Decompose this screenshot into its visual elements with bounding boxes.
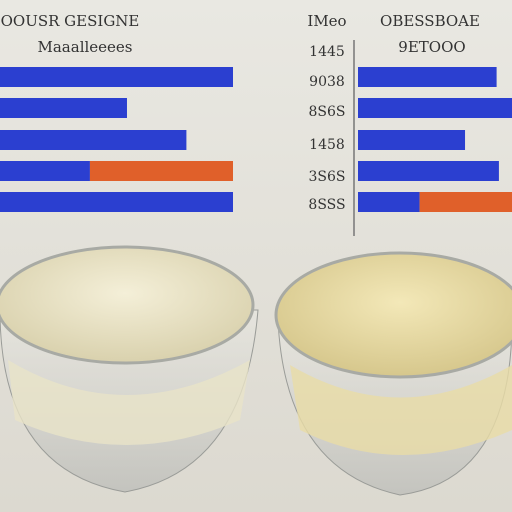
chart-subtitle: Maaalleeees bbox=[38, 38, 133, 56]
bar bbox=[0, 192, 233, 212]
row-label: 8SSS bbox=[308, 197, 345, 213]
chart-subtitle: 9ETOOO bbox=[398, 38, 465, 56]
row-label: 8S6S bbox=[309, 104, 346, 120]
bar bbox=[358, 67, 497, 87]
row-label: 1458 bbox=[309, 137, 345, 153]
bar bbox=[358, 98, 512, 118]
bar bbox=[0, 98, 127, 118]
bar bbox=[358, 130, 466, 150]
bowl-left bbox=[0, 245, 259, 493]
bar bbox=[358, 192, 420, 212]
bar bbox=[358, 161, 499, 181]
chart-title: OBESSBOAE bbox=[380, 12, 480, 30]
bar bbox=[0, 130, 187, 150]
row-label: 3S6S bbox=[309, 169, 346, 185]
bar bbox=[89, 161, 233, 181]
row-label: 1445 bbox=[309, 44, 345, 60]
row-label: 9038 bbox=[309, 74, 345, 90]
bar bbox=[419, 192, 512, 212]
middle-header: IMeo bbox=[307, 12, 346, 30]
bowl-right bbox=[274, 251, 512, 496]
bar bbox=[0, 67, 233, 87]
chart-title: OOUSR GESIGNE bbox=[1, 12, 140, 30]
bar bbox=[0, 161, 90, 181]
